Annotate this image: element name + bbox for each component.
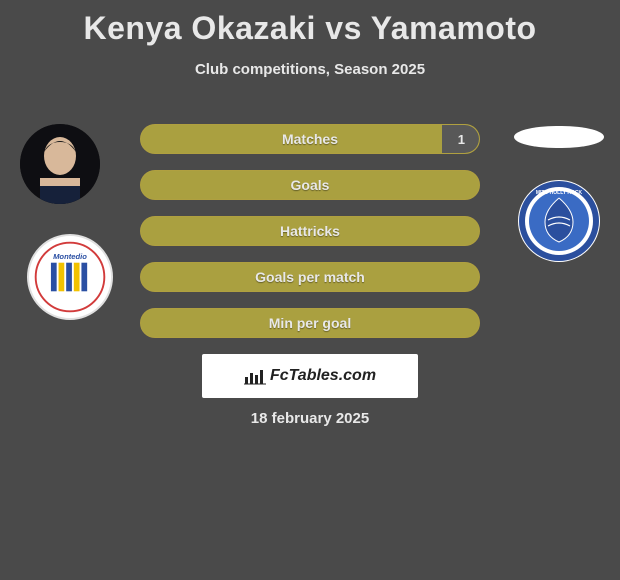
person-icon (20, 124, 100, 204)
source-logo-text: FcTables.com (270, 367, 376, 385)
bar-min-per-goal: Min per goal (140, 308, 480, 338)
crest-icon: MITO HOLLY HOCK (518, 180, 600, 262)
bar-label: Hattricks (280, 223, 340, 239)
bar-goals-per-match: Goals per match (140, 262, 480, 292)
bar-goals: Goals (140, 170, 480, 200)
club-right-crest: MITO HOLLY HOCK (518, 180, 600, 262)
player-right-avatar (514, 126, 604, 148)
bar-value-right: 1 (458, 132, 465, 147)
crest-icon: Montedio (29, 236, 111, 318)
bar-hattricks: Hattricks (140, 216, 480, 246)
bar-label: Goals (291, 177, 330, 193)
source-logo: FcTables.com (202, 354, 418, 398)
bar-label: Goals per match (255, 269, 365, 285)
bar-label: Min per goal (269, 315, 351, 331)
barchart-icon (244, 367, 266, 385)
bar-matches: Matches 1 (140, 124, 480, 154)
bar-label: Matches (282, 131, 338, 147)
page-title: Kenya Okazaki vs Yamamoto (0, 0, 620, 47)
date-text: 18 february 2025 (0, 410, 620, 427)
stat-bars: Matches 1 Goals Hattricks Goals per matc… (140, 124, 480, 354)
subtitle: Club competitions, Season 2025 (0, 61, 620, 78)
player-left-avatar (20, 124, 100, 204)
svg-text:Montedio: Montedio (53, 252, 87, 261)
club-left-crest: Montedio (27, 234, 113, 320)
svg-text:MITO HOLLY HOCK: MITO HOLLY HOCK (536, 190, 583, 196)
